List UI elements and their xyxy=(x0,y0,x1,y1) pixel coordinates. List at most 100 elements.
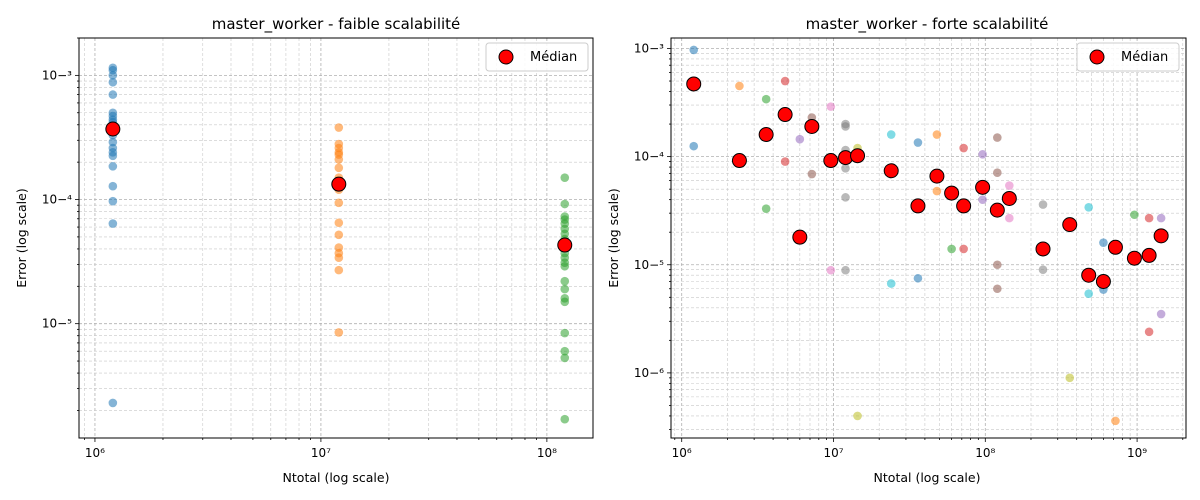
legend-marker xyxy=(498,49,514,65)
data-point xyxy=(560,414,570,424)
axis-ticks: 10⁶ 10⁷ 10⁸ 10⁹ 10−⁶ 10−⁵ 10−⁴ 10−³ xyxy=(634,41,1184,460)
data-point xyxy=(560,297,570,307)
data-point xyxy=(1084,289,1094,298)
data-point xyxy=(1111,416,1120,426)
y-tick-label: 10−³ xyxy=(634,41,664,55)
data-point xyxy=(841,163,850,173)
data-point xyxy=(108,196,118,206)
axis-ticks: 10⁶ 10⁷ 10⁸ 10−⁵ 10−⁴ 10−³ xyxy=(42,37,557,460)
y-axis-label: Error (log scale) xyxy=(606,188,621,287)
data-point xyxy=(993,133,1002,142)
data-point xyxy=(913,273,923,283)
data-point xyxy=(334,218,344,228)
y-tick-label: 10−⁴ xyxy=(42,193,72,207)
data-point xyxy=(560,346,570,356)
data-point xyxy=(560,199,570,209)
data-point xyxy=(108,398,118,408)
legend-label: Médian xyxy=(1121,50,1168,65)
data-point xyxy=(780,157,790,166)
x-tick-label: 10⁷ xyxy=(311,446,331,460)
data-point xyxy=(826,102,836,111)
data-point xyxy=(689,141,699,151)
y-tick-label: 10−³ xyxy=(42,68,72,82)
data-point xyxy=(932,186,942,196)
y-tick-label: 10−⁵ xyxy=(42,317,72,331)
median-point xyxy=(823,153,839,169)
median-point xyxy=(1035,241,1051,257)
data-point xyxy=(1099,238,1108,247)
y-tick-label: 10−⁴ xyxy=(634,150,664,164)
median-points xyxy=(686,76,1169,290)
median-point xyxy=(883,163,899,179)
data-point xyxy=(913,138,923,147)
median-point xyxy=(929,168,945,184)
legend-marker xyxy=(1089,49,1105,65)
data-point xyxy=(108,151,118,161)
median-point xyxy=(910,198,926,214)
data-point xyxy=(932,130,942,139)
legend: Médian xyxy=(485,42,589,72)
median-point xyxy=(1153,228,1169,244)
data-point xyxy=(1038,200,1048,209)
scatter-points xyxy=(689,45,1166,426)
data-point xyxy=(959,143,968,153)
data-point xyxy=(334,155,344,164)
median-point xyxy=(1095,274,1111,290)
data-point xyxy=(334,163,344,173)
median-point xyxy=(1081,267,1097,283)
data-point xyxy=(993,284,1002,294)
data-point xyxy=(978,150,987,159)
data-point xyxy=(993,168,1002,178)
data-point xyxy=(1065,373,1075,383)
data-point xyxy=(841,265,850,275)
median-point xyxy=(758,127,774,143)
data-point xyxy=(108,90,118,99)
data-point xyxy=(841,122,850,131)
data-point xyxy=(780,76,790,86)
data-point xyxy=(1156,309,1166,319)
x-tick-label: 10⁷ xyxy=(823,446,843,460)
data-point xyxy=(689,45,699,55)
plot-area xyxy=(671,38,1186,438)
median-point xyxy=(1001,190,1017,206)
data-point xyxy=(826,265,836,275)
data-point xyxy=(334,265,344,275)
x-axis-label: Ntotal (log scale) xyxy=(874,470,981,485)
data-point xyxy=(560,328,570,338)
median-point xyxy=(1107,239,1123,255)
y-axis-label: Error (log scale) xyxy=(14,188,29,287)
median-point xyxy=(944,185,960,201)
x-axis-label: Ntotal (log scale) xyxy=(283,470,390,485)
median-point xyxy=(331,176,347,192)
data-point xyxy=(1144,327,1154,337)
data-point xyxy=(334,198,344,208)
legend-box xyxy=(1076,42,1180,72)
data-point xyxy=(1005,181,1014,190)
data-point xyxy=(108,71,118,80)
x-tick-label: 10⁸ xyxy=(537,446,557,460)
chart-forte-scalabilite: master_worker - forte scalabilité 10⁶ 10⁷… xyxy=(606,15,1187,485)
data-point xyxy=(108,137,118,147)
data-point xyxy=(1156,213,1166,223)
x-tick-label: 10⁹ xyxy=(1127,446,1147,460)
median-point xyxy=(731,153,747,169)
median-point xyxy=(1141,247,1157,263)
legend: Médian xyxy=(1076,42,1180,72)
data-point xyxy=(959,244,968,254)
median-point xyxy=(1062,217,1078,233)
data-point xyxy=(560,261,570,271)
data-point xyxy=(761,94,771,104)
data-point xyxy=(334,253,344,262)
data-point xyxy=(334,123,344,132)
data-point xyxy=(1005,213,1014,223)
median-point xyxy=(792,229,808,245)
chart-title: master_worker - forte scalabilité xyxy=(806,15,1049,34)
median-point xyxy=(105,121,121,137)
data-point xyxy=(886,130,896,139)
median-points xyxy=(105,121,573,253)
data-point xyxy=(947,244,956,254)
data-point xyxy=(108,181,118,191)
plot-frame xyxy=(78,37,594,439)
grid-lines xyxy=(671,38,1186,438)
